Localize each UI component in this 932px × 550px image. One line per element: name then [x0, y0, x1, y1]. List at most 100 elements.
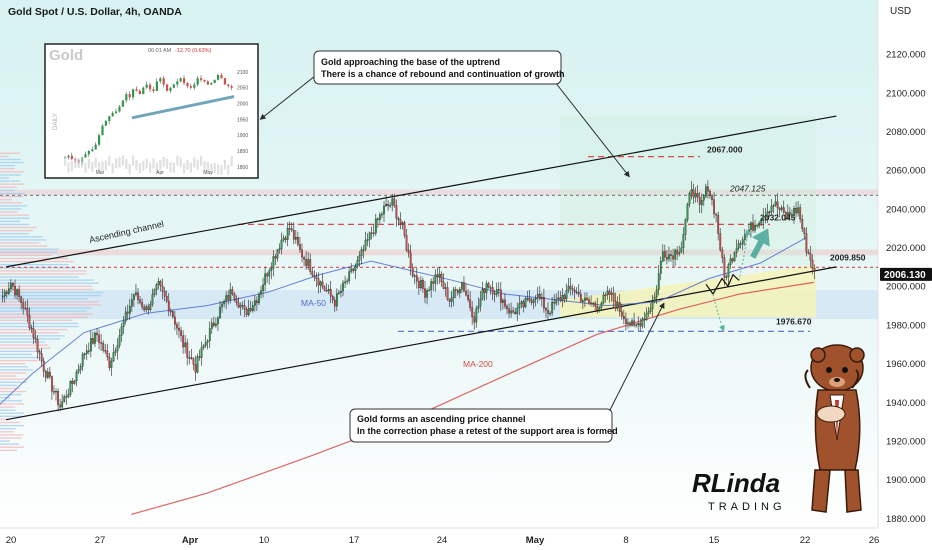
- candle-body: [40, 353, 43, 362]
- y-tick-label: 1960.000: [886, 359, 926, 370]
- candle: [370, 226, 373, 240]
- candle-body: [784, 212, 787, 219]
- candle-body: [731, 258, 734, 262]
- candle-body: [813, 268, 816, 271]
- candle-body: [577, 291, 580, 295]
- inset-candle-body: [111, 113, 114, 117]
- candle: [577, 284, 580, 297]
- candle: [299, 236, 301, 254]
- inset-candle: [128, 91, 131, 174]
- candle: [553, 294, 556, 310]
- inset-candle: [217, 73, 220, 175]
- candle: [61, 394, 64, 409]
- candle-body: [354, 266, 357, 271]
- candle-body: [551, 301, 554, 314]
- mid-zone: [0, 189, 878, 196]
- candle-body: [126, 311, 129, 314]
- candle-body: [340, 290, 342, 293]
- volume-profile-bar: [0, 273, 87, 275]
- candle-body: [292, 229, 295, 240]
- inset-volume-bar: [223, 159, 226, 170]
- candle: [24, 301, 27, 310]
- candle: [65, 389, 68, 405]
- candle-body: [24, 307, 27, 310]
- candle-body: [251, 305, 254, 311]
- candle-body: [53, 391, 55, 393]
- candle: [530, 297, 533, 306]
- candle: [737, 239, 740, 251]
- candle-body: [651, 301, 654, 309]
- inset-candle-body: [108, 116, 111, 121]
- volume-profile-bar: [0, 406, 16, 408]
- candle-body: [477, 305, 480, 309]
- candle: [661, 244, 664, 263]
- candle-body: [307, 259, 310, 266]
- candle: [321, 273, 324, 290]
- candle-body: [557, 297, 560, 300]
- candle-body: [256, 300, 258, 304]
- candle-body: [221, 303, 224, 308]
- candle: [143, 304, 146, 313]
- candle-body: [567, 285, 570, 291]
- candle: [364, 231, 367, 252]
- candle: [210, 318, 213, 334]
- candle: [522, 299, 525, 313]
- inset-candle-body: [183, 78, 186, 83]
- volume-profile-bar: [0, 369, 33, 371]
- candle: [651, 294, 654, 317]
- candle: [473, 311, 476, 330]
- candle-body: [719, 233, 722, 251]
- candle-body: [59, 404, 62, 408]
- candle-body: [311, 271, 314, 276]
- candle: [797, 200, 800, 217]
- candle: [180, 326, 183, 342]
- candle-body: [618, 302, 621, 313]
- inset-candle: [111, 111, 114, 174]
- candle: [153, 288, 156, 297]
- candle-body: [217, 317, 219, 325]
- candle-body: [272, 256, 275, 269]
- candle: [768, 210, 771, 217]
- candle: [350, 263, 353, 274]
- candle-body: [666, 256, 668, 260]
- candle-body: [391, 198, 394, 206]
- candle-body: [348, 271, 351, 282]
- candle: [633, 312, 636, 328]
- volume-profile-bar: [0, 158, 21, 161]
- volume-profile-bar: [0, 431, 14, 433]
- candle-body: [547, 310, 549, 314]
- candle: [344, 275, 347, 288]
- candle: [543, 288, 545, 313]
- inset-candle: [155, 78, 158, 173]
- inset-volume-bar: [166, 158, 169, 169]
- candle-body: [502, 299, 504, 303]
- volume-profile-bar: [0, 192, 25, 195]
- candle-body: [694, 193, 697, 198]
- candle: [594, 300, 597, 312]
- candle-body: [448, 299, 451, 302]
- candle-body: [147, 306, 150, 311]
- candle-body: [645, 313, 648, 321]
- candle-body: [565, 290, 568, 300]
- inset-candle: [101, 123, 104, 172]
- candle-body: [110, 360, 113, 368]
- volume-profile-bar: [0, 155, 9, 158]
- candle-body: [405, 235, 408, 251]
- inset-candle: [98, 133, 101, 173]
- candle: [120, 323, 123, 343]
- inset-candle-body: [87, 151, 90, 155]
- candle-body: [223, 300, 226, 305]
- candle-body: [776, 201, 779, 209]
- candle-body: [219, 306, 221, 319]
- inset-chart: Gold 06:01 AM -12.70 (0.63%) DAILY 2100 2…: [44, 43, 259, 179]
- candle-body: [335, 293, 338, 307]
- candle: [444, 283, 447, 297]
- candle-body: [77, 369, 80, 373]
- candle: [340, 284, 342, 298]
- x-tick-label: May: [526, 535, 545, 546]
- candle: [217, 315, 219, 332]
- candle-body: [370, 232, 373, 234]
- candle: [79, 363, 82, 375]
- inset-candle-body: [162, 78, 165, 85]
